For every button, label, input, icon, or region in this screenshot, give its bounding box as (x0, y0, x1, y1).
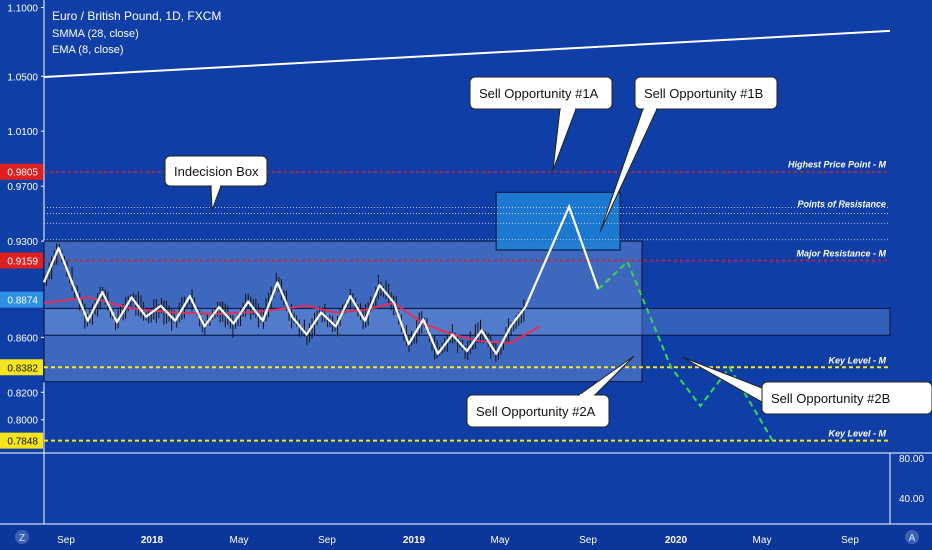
lower-pane-tick-0: 80.00 (899, 454, 924, 465)
price-line (42, 246, 527, 355)
callout-box (469, 76, 613, 110)
callout-pointer-joint (580, 394, 594, 396)
callout-2[interactable]: Sell Opportunity #1B (599, 76, 778, 233)
x-tick-label-7: 2020 (665, 535, 688, 546)
level-label-3: Key Level - M (828, 355, 886, 365)
axes-layer: 1.1000 1.0500 1.0100 0.9700 0.9300 0.8600 0.82… (0, 4, 924, 546)
y-tick-label-5: 0.8600 (7, 333, 38, 344)
chart-title: Euro / British Pound, 1D, FXCM (52, 9, 221, 23)
bottom-right-badge[interactable]: A (905, 530, 919, 544)
price-tag-3: 0.8382 (7, 363, 38, 374)
callout-0[interactable]: Indecision Box (164, 155, 268, 211)
x-tick-label-0: Sep (57, 535, 75, 546)
y-tick-label-7: 0.8000 (7, 416, 38, 427)
callout-pointer-joint (212, 185, 220, 187)
z-badge-text: Z (19, 533, 25, 544)
callout-4[interactable]: Sell Opportunity #2B (681, 356, 932, 415)
x-tick-label-8: May (753, 535, 772, 546)
bottom-left-badge[interactable]: Z (15, 530, 29, 544)
callout-label-1: Sell Opportunity #1A (479, 86, 599, 101)
level-label-0: Highest Price Point - M (788, 160, 887, 170)
price-tag-bg-2 (0, 291, 43, 308)
callout-label-0: Indecision Box (174, 164, 259, 179)
callout-box (634, 76, 778, 110)
projection-link (597, 261, 629, 290)
projection-path-1 (524, 203, 600, 308)
y-tick-label-6: 0.8200 (7, 388, 38, 399)
long-term-trendline (43, 29, 891, 78)
x-tick-label-5: May (491, 535, 510, 546)
series-layer (42, 29, 891, 443)
x-tick-label-9: Sep (841, 535, 859, 546)
level-label-4: Key Level - M (828, 429, 886, 439)
price-tag-4: 0.7848 (7, 437, 38, 448)
y-tick-label-1: 1.0500 (7, 72, 38, 83)
price-tag-bg-3 (0, 359, 43, 376)
callout-3[interactable]: Sell Opportunity #2A (466, 355, 635, 428)
callout-1[interactable]: Sell Opportunity #1A (469, 76, 613, 171)
callout-label-3: Sell Opportunity #2A (476, 404, 596, 419)
callout-box (466, 394, 610, 428)
price-tag-2: 0.8874 (7, 296, 38, 307)
x-tick-label-1: 2018 (141, 535, 164, 546)
callout-label-4: Sell Opportunity #2B (771, 391, 890, 406)
callout-box (761, 381, 932, 415)
callout-layer: Indecision Box Sell Opportunity #1A Sell O… (164, 76, 932, 428)
callout-pointer-joint (644, 108, 656, 110)
indicator-smma-label[interactable]: SMMA (28, close) (52, 28, 139, 40)
y-tick-label-0: 1.1000 (7, 4, 38, 15)
x-tick-label-3: Sep (318, 535, 336, 546)
price-tag-bg-1 (0, 252, 43, 269)
price-tag-0: 0.9805 (7, 168, 38, 179)
price-tag-bg-0 (0, 163, 43, 180)
indicator-ema-label[interactable]: EMA (8, close) (52, 44, 124, 56)
callout-pointer-joint (763, 387, 765, 403)
level-label-1: Points of Resistance (797, 199, 886, 209)
level-lines: Highest Price Point - M Points of Resista… (44, 160, 890, 442)
price-tag-1: 0.9159 (7, 257, 38, 268)
y-tick-label-4: 0.9300 (7, 237, 38, 248)
projection-path-2 (626, 261, 775, 443)
legend: Euro / British Pound, 1D, FXCM SMMA (28,… (52, 9, 221, 56)
x-tick-label-2: May (230, 535, 249, 546)
level-label-2: Major Resistance - M (796, 249, 886, 259)
a-badge-text: A (909, 533, 916, 544)
x-tick-label-6: Sep (579, 535, 597, 546)
y-tick-label-2: 1.0100 (7, 127, 38, 138)
time-axis-strip (0, 524, 932, 550)
resistance-box[interactable] (495, 191, 621, 251)
price-tag-bg-4 (0, 432, 43, 449)
callout-pointer-joint (561, 108, 575, 110)
x-tick-label-4: 2019 (403, 535, 426, 546)
zone-boxes (43, 191, 891, 383)
smma-line (43, 296, 541, 344)
callout-label-2: Sell Opportunity #1B (644, 86, 763, 101)
lower-pane-tick-1: 40.00 (899, 494, 924, 505)
y-tick-label-3: 0.9700 (7, 182, 38, 193)
